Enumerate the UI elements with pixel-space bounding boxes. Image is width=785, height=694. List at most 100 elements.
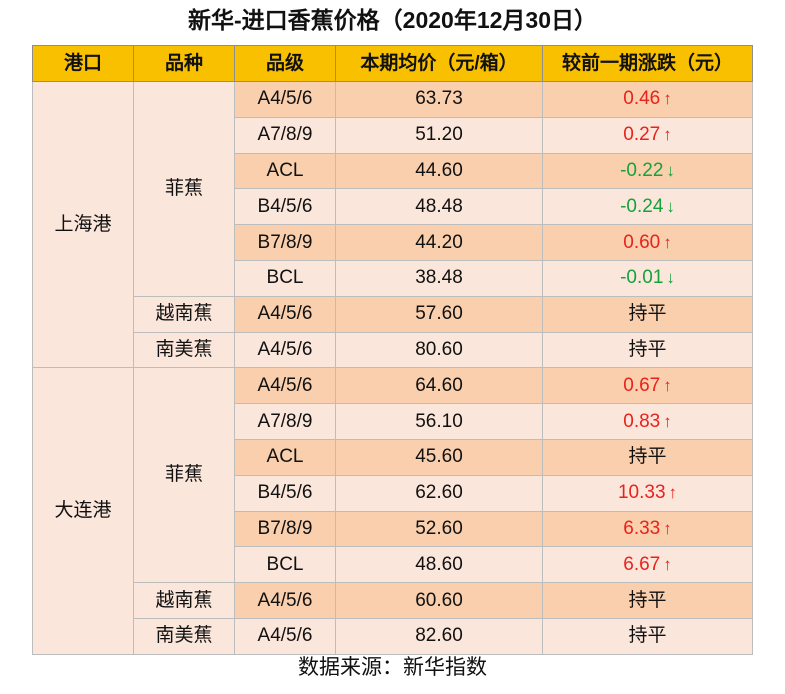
variety-cell: 南美蕉: [133, 331, 235, 369]
change-value: 0.67: [623, 374, 661, 396]
header-port: 港口: [32, 45, 134, 82]
arrow-up-icon: ↑: [663, 89, 672, 109]
change-value: 10.33: [617, 482, 666, 504]
price-cell: 80.60: [335, 331, 543, 369]
price-cell: 51.20: [335, 116, 543, 154]
arrow-up-icon: ↑: [663, 125, 672, 145]
change-cell: -0.22 ↓: [542, 152, 753, 190]
change-value: -0.24: [620, 195, 664, 217]
table-row: ACL 45.60 持平: [33, 438, 753, 476]
page-title: 新华-进口香蕉价格（2020年12月30日）: [188, 7, 597, 33]
change-cell: 6.67 ↑: [542, 546, 753, 584]
table-row: 越南蕉 A4/5/6 60.60 持平: [33, 582, 753, 619]
variety-cell: 越南蕉: [133, 295, 235, 333]
price-cell: 57.60: [335, 295, 543, 333]
change-cell: -0.01 ↓: [542, 259, 753, 297]
change-value: -0.01: [620, 267, 664, 289]
header-change: 较前一期涨跌（元）: [542, 45, 753, 82]
change-value: 持平: [628, 338, 667, 360]
price-cell: 44.60: [335, 152, 543, 190]
change-value: 6.67: [623, 553, 661, 575]
table-row: BCL 48.60 6.67 ↑: [33, 546, 753, 584]
grade-cell: B4/5/6: [234, 188, 336, 226]
table-row: 南美蕉 A4/5/6 82.60 持平: [33, 617, 753, 655]
change-cell: 持平: [542, 582, 753, 619]
grade-cell: A4/5/6: [234, 295, 336, 333]
grade-cell: A4/5/6: [234, 331, 336, 369]
change-cell: 持平: [542, 295, 753, 333]
arrow-up-icon: ↑: [668, 483, 678, 503]
variety-cell: 越南蕉: [133, 582, 235, 619]
table-row: B4/5/6 62.60 10.33 ↑: [33, 474, 753, 512]
change-value: 0.60: [623, 231, 661, 253]
change-cell: 0.83 ↑: [542, 403, 753, 440]
footer-source: 数据来源：新华指数: [298, 656, 487, 679]
change-cell: 持平: [542, 438, 753, 476]
grade-cell: BCL: [234, 259, 336, 297]
change-value: 0.46: [623, 88, 661, 110]
change-cell: -0.24 ↓: [542, 188, 753, 226]
grade-cell: B7/8/9: [234, 224, 336, 261]
price-cell: 45.60: [335, 438, 543, 476]
change-value: 6.33: [623, 517, 661, 539]
price-cell: 48.60: [335, 546, 543, 584]
price-cell: 60.60: [335, 582, 543, 619]
grade-cell: A4/5/6: [234, 617, 336, 655]
table-row: B7/8/9 52.60 6.33 ↑: [33, 510, 753, 548]
arrow-up-icon: ↑: [663, 232, 672, 252]
table-row: A7/8/9 51.20 0.27 ↑: [33, 116, 753, 154]
table-row: 越南蕉 A4/5/6 57.60 持平: [33, 295, 753, 333]
grade-cell: BCL: [234, 546, 336, 584]
header-row: 港口 品种 品级 本期均价（元/箱） 较前一期涨跌（元）: [32, 45, 753, 82]
table-row: B4/5/6 48.48 -0.24 ↓: [33, 188, 753, 226]
variety-cell: 菲蕉: [133, 81, 235, 297]
variety-cell: 南美蕉: [133, 617, 235, 655]
arrow-down-icon: ↓: [666, 160, 675, 180]
grade-cell: A4/5/6: [234, 582, 336, 619]
change-value: 持平: [628, 303, 667, 325]
arrow-down-icon: ↓: [666, 196, 675, 216]
change-cell: 0.67 ↑: [542, 367, 753, 405]
grade-cell: A4/5/6: [234, 81, 336, 118]
table-row: BCL 38.48 -0.01 ↓: [33, 259, 753, 297]
table-row: 大连港 菲蕉 A4/5/6 64.60 0.67 ↑: [32, 367, 753, 655]
header-variety: 品种: [133, 45, 235, 82]
change-value: 0.83: [623, 410, 661, 432]
grade-cell: A4/5/6: [234, 367, 336, 405]
port-cell: 上海港: [32, 80, 134, 369]
port-cell: 大连港: [32, 367, 134, 655]
price-cell: 56.10: [335, 403, 543, 440]
table-row: ACL 44.60 -0.22 ↓: [33, 152, 753, 190]
grade-cell: B4/5/6: [234, 474, 336, 512]
price-cell: 63.73: [335, 81, 543, 118]
price-cell: 62.60: [335, 474, 543, 512]
table-row: 上海港 菲蕉 A4/5/6 63.73 0.46 ↑: [32, 80, 753, 369]
table-row: A7/8/9 56.10 0.83 ↑: [33, 403, 753, 440]
change-value: 持平: [628, 625, 667, 647]
arrow-up-icon: ↑: [663, 554, 672, 574]
change-cell: 持平: [542, 331, 753, 369]
grade-cell: ACL: [234, 152, 336, 190]
price-cell: 38.48: [335, 259, 543, 297]
header-price: 本期均价（元/箱）: [335, 45, 543, 82]
grade-cell: A7/8/9: [234, 116, 336, 154]
change-value: 持平: [628, 589, 667, 611]
arrow-up-icon: ↑: [663, 411, 672, 431]
header-grade: 品级: [234, 45, 336, 82]
grade-cell: ACL: [234, 438, 336, 476]
price-cell: 52.60: [335, 510, 543, 548]
variety-cell: 菲蕉: [133, 367, 235, 584]
price-cell: 64.60: [335, 367, 543, 405]
arrow-up-icon: ↑: [663, 375, 672, 395]
change-cell: 0.60 ↑: [542, 224, 753, 261]
change-cell: 0.27 ↑: [542, 116, 753, 154]
price-cell: 44.20: [335, 224, 543, 261]
price-cell: 82.60: [335, 617, 543, 655]
grade-cell: B7/8/9: [234, 510, 336, 548]
change-value: -0.22: [620, 159, 664, 181]
change-value: 持平: [628, 446, 667, 468]
change-cell: 10.33 ↑: [542, 474, 753, 512]
table-row: 南美蕉 A4/5/6 80.60 持平: [33, 331, 753, 369]
price-cell: 48.48: [335, 188, 543, 226]
grade-cell: A7/8/9: [234, 403, 336, 440]
